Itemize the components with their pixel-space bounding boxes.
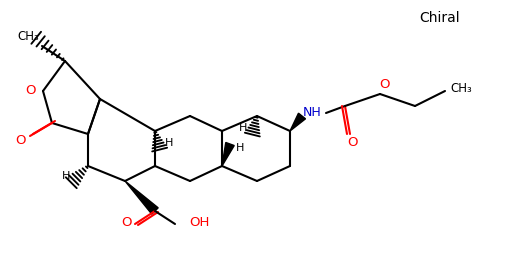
Text: O: O — [347, 135, 357, 148]
Text: NH: NH — [303, 106, 322, 120]
Text: OH: OH — [189, 216, 209, 229]
Text: H: H — [239, 123, 247, 133]
Polygon shape — [125, 181, 158, 214]
Text: O: O — [380, 78, 390, 91]
Text: O: O — [26, 84, 36, 98]
Text: CH₃: CH₃ — [450, 81, 472, 94]
Polygon shape — [290, 113, 306, 131]
Text: H: H — [62, 171, 70, 181]
Text: H: H — [165, 138, 173, 148]
Text: O: O — [122, 216, 132, 229]
Text: O: O — [15, 134, 25, 147]
Text: CH₃: CH₃ — [17, 29, 39, 42]
Polygon shape — [222, 142, 234, 166]
Text: Chiral: Chiral — [420, 11, 460, 25]
Text: H: H — [236, 143, 244, 153]
